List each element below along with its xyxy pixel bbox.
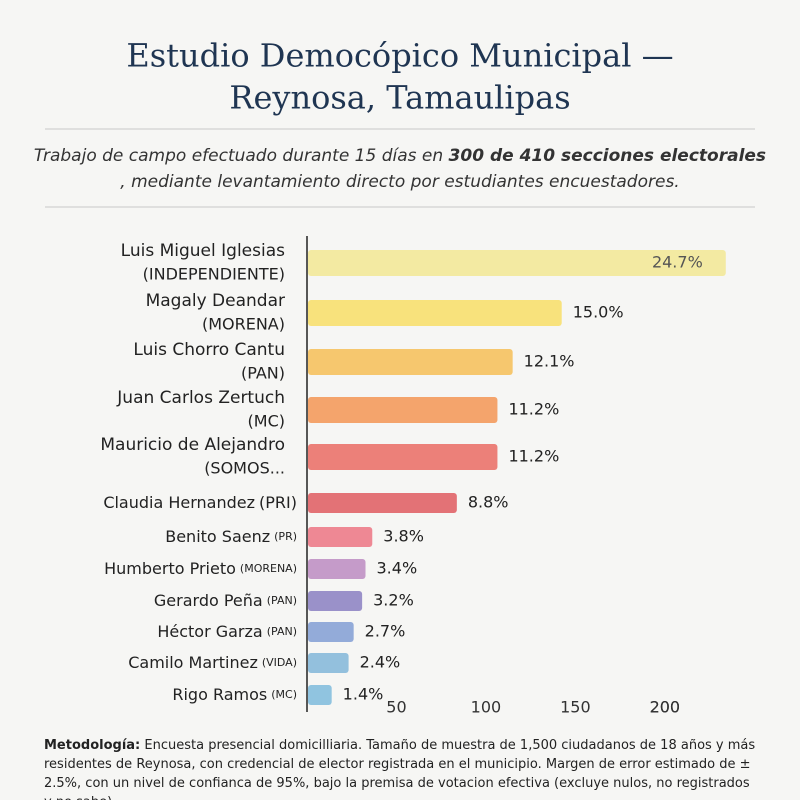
category-label: Héctor Garza (PAN): [157, 622, 297, 641]
title-line: Estudio Democópico Municipal —: [126, 37, 673, 75]
value-label: 2.7%: [365, 622, 406, 641]
party-label: (PAN): [241, 364, 285, 383]
category-label: Magaly Deandar: [146, 291, 285, 311]
party-label: (MC): [248, 412, 285, 431]
value-label: 3.8%: [383, 527, 424, 546]
party-label: (PRI): [259, 493, 297, 512]
bar: [308, 653, 349, 673]
category-name: Benito Saenz: [165, 527, 270, 546]
value-label: 2.4%: [360, 653, 401, 672]
bar: [308, 559, 366, 579]
value-label: 8.8%: [468, 493, 509, 512]
bar: [308, 300, 562, 326]
x-tick-label: 200: [650, 698, 681, 717]
subtitle: Trabajo de campo efectuado durante 15 dí…: [34, 146, 766, 192]
category-name: Rigo Ramos: [172, 685, 267, 704]
x-tick-label: 150: [560, 698, 591, 717]
category-label: Gerardo Peña (PAN): [154, 591, 297, 610]
subtitle-part: , mediante levantamiento directo por est…: [120, 172, 679, 192]
bar: [308, 397, 498, 423]
party-label: (PAN): [267, 594, 297, 607]
title-line: Reynosa, Tamaulipas: [229, 79, 570, 117]
bar: [308, 444, 498, 470]
value-label: 11.2%: [508, 400, 559, 419]
category-name: Camilo Martinez: [128, 653, 258, 672]
value-label: 11.2%: [508, 447, 559, 466]
methodology-label: Metodología:: [44, 738, 141, 753]
party-label: (PR): [274, 530, 297, 543]
methodology-text: Encuesta presencial domicilliaria. Tamañ…: [44, 738, 756, 800]
subtitle-part: 300 de 410 secciones electorales: [449, 146, 767, 166]
party-label: (MORENA): [240, 562, 297, 575]
value-label: 24.7%: [652, 253, 703, 272]
party-label: (MORENA): [202, 315, 285, 334]
party-label: (SOMOS...: [204, 459, 285, 478]
bar: [308, 591, 363, 611]
subtitle-part: Trabajo de campo efectuado durante 15 dí…: [34, 146, 449, 166]
party-label: (VIDA): [262, 656, 297, 669]
category-label: Claudia Hernandez (PRI): [103, 493, 297, 512]
category-label: Camilo Martinez (VIDA): [128, 653, 297, 672]
category-name: Héctor Garza: [157, 622, 262, 641]
x-tick-label: 100: [471, 698, 502, 717]
value-label: 15.0%: [573, 303, 624, 322]
value-label: 3.2%: [373, 591, 414, 610]
category-name: Gerardo Peña: [154, 591, 263, 610]
bar: [308, 493, 457, 513]
bar: [308, 622, 354, 642]
methodology: Metodología: Encuesta presencial domicil…: [44, 736, 758, 800]
category-name: Humberto Prieto: [104, 559, 236, 578]
bar: [308, 685, 332, 705]
category-label: Luis Miguel Iglesias: [121, 241, 285, 261]
category-label: Luis Chorro Cantu: [133, 340, 285, 360]
value-label: 3.4%: [377, 559, 418, 578]
x-tick-label: 200: [650, 698, 681, 717]
category-label: Mauricio de Alejandro: [100, 435, 285, 455]
x-tick-label: 50: [386, 698, 406, 717]
category-label: Benito Saenz (PR): [165, 527, 297, 546]
category-label: Rigo Ramos (MC): [172, 685, 297, 704]
category-label: Humberto Prieto (MORENA): [104, 559, 297, 578]
bar: [308, 250, 726, 276]
value-label: 12.1%: [524, 352, 575, 371]
party-label: (MC): [271, 688, 297, 701]
bar: [308, 349, 513, 375]
party-label: (PAN): [267, 625, 297, 638]
bar: [308, 527, 373, 547]
category-label: Juan Carlos Zertuch: [116, 388, 285, 408]
party-label: (INDEPENDIENTE): [143, 265, 285, 284]
value-label: 1.4%: [343, 685, 384, 704]
category-name: Claudia Hernandez: [103, 493, 255, 512]
